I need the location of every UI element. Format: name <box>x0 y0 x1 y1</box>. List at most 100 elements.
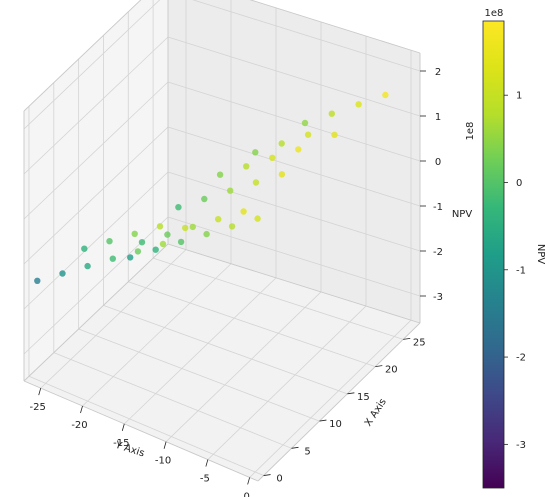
y-grid-floor <box>124 277 277 425</box>
z-grid-back <box>167 216 421 297</box>
data-point <box>106 238 113 245</box>
x-tick-label: 0 <box>276 474 282 485</box>
z-grid-left <box>23 36 169 175</box>
y-tick-label: -20 <box>71 420 87 431</box>
left-floor-edge <box>23 243 169 382</box>
z-grid-left <box>23 0 161 130</box>
z-grid-back <box>167 81 421 162</box>
data-point <box>304 131 312 138</box>
data-point <box>175 204 182 211</box>
x-axis-line <box>257 322 421 482</box>
colorbar-tick-label: -3 <box>516 440 526 451</box>
data-point <box>254 215 261 222</box>
y-tick-mark <box>80 405 83 414</box>
data-point <box>138 239 146 246</box>
data-point <box>81 245 88 252</box>
data-point <box>278 171 286 178</box>
y-tick-mark <box>38 388 42 396</box>
data-point <box>109 255 117 262</box>
z-grid-back <box>167 36 421 117</box>
x-tick-mark <box>347 392 355 395</box>
x-grid-floor <box>128 281 376 367</box>
scatter-points <box>34 91 389 284</box>
left-top-edge <box>23 0 142 112</box>
y-grid-floor <box>207 305 367 460</box>
data-point <box>203 230 210 238</box>
y-grid-floor <box>249 319 412 478</box>
x-tick-label: 15 <box>357 392 370 403</box>
x-tick-mark <box>403 337 411 340</box>
x-tick-label: 10 <box>329 419 342 430</box>
x-tick-mark <box>291 446 299 449</box>
y-tick-mark <box>205 459 209 467</box>
floor-pane <box>24 244 420 481</box>
data-point <box>134 248 142 255</box>
data-point <box>182 224 189 232</box>
x-grid-floor <box>152 257 404 340</box>
y-axis-line <box>23 380 259 482</box>
x-tick-mark <box>375 365 383 367</box>
colorbar-tick-label: -2 <box>516 353 526 364</box>
data-point <box>243 163 250 170</box>
axes-edges <box>23 0 421 482</box>
data-point <box>164 231 171 238</box>
y-tick-label: -10 <box>155 456 171 467</box>
y-tick-label: -5 <box>200 474 210 485</box>
data-point <box>252 149 259 156</box>
z-grid-back <box>192 0 421 72</box>
z-tick-label: 2 <box>435 67 441 78</box>
x-grid-floor <box>78 328 320 422</box>
colorbar-ticks: 1 0 -1 -2 -3 <box>504 91 526 451</box>
y-tick-label: -25 <box>30 402 46 413</box>
axes-grid <box>23 0 421 478</box>
data-point <box>355 101 362 108</box>
data-point <box>189 223 196 231</box>
colorbar-tick-label: 1 <box>516 91 522 102</box>
colorbar-tick-label: -1 <box>516 265 526 276</box>
z-grid-left <box>23 171 169 310</box>
data-point <box>269 154 276 161</box>
data-point <box>127 254 134 261</box>
x-tick-mark <box>319 419 327 422</box>
colorbar-title: NPV <box>535 244 546 265</box>
y-grid-floor <box>40 249 187 389</box>
y-tick-mark <box>121 423 125 431</box>
y-tick-label: 0 <box>243 491 249 497</box>
data-point <box>331 131 338 138</box>
x-tick-label: 5 <box>304 446 310 457</box>
data-point <box>177 238 185 246</box>
data-point <box>278 140 285 147</box>
data-point <box>34 277 41 284</box>
x-grid-floor <box>53 352 292 449</box>
data-point <box>295 146 302 153</box>
x-tick-label: 25 <box>413 337 426 348</box>
data-point <box>228 223 236 230</box>
z-grid-left <box>23 126 169 265</box>
colorbar-tick-label: 0 <box>516 178 522 189</box>
y-grid-floor <box>82 263 232 407</box>
data-point <box>59 270 66 277</box>
data-point <box>328 110 335 117</box>
x-grid-floor <box>28 375 264 476</box>
back-floor-edge <box>167 243 421 324</box>
data-point <box>152 246 159 253</box>
y-tick-mark <box>247 477 251 485</box>
data-point <box>131 230 138 237</box>
z-tick-label: -1 <box>433 202 443 213</box>
data-point <box>201 195 208 203</box>
z-axis-title: NPV <box>452 209 473 220</box>
z-tick-label: 1 <box>435 112 441 123</box>
data-point <box>216 171 224 178</box>
data-point <box>215 216 222 223</box>
z-grid-back <box>167 171 421 252</box>
z-tick-label: -3 <box>433 292 443 303</box>
y-grid-floor <box>165 291 322 443</box>
z-grid-left <box>23 81 169 220</box>
data-point <box>382 91 389 99</box>
z-tick-label: -2 <box>433 247 443 258</box>
z-offset-label: 1e8 <box>465 122 476 141</box>
data-point <box>227 187 234 194</box>
data-point <box>252 179 260 186</box>
